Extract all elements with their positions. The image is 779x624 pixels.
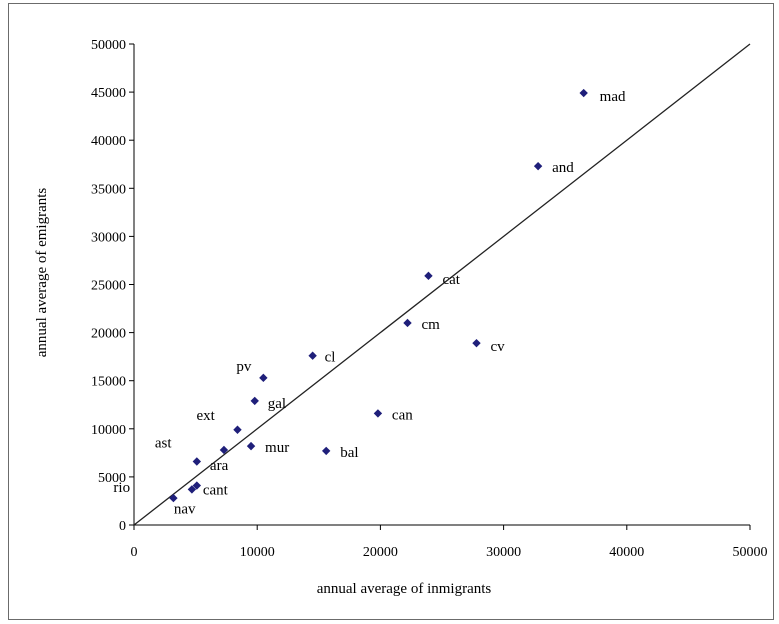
data-point-mur (246, 441, 256, 451)
data-label-cm: cm (422, 317, 441, 333)
plot-area: 0 10000 20000 30000 40000 50000 0 5000 10000 150… (91, 38, 768, 560)
y-axis-ticks: 0 5000 10000 15000 20000 25000 30000 35000 40000… (91, 38, 134, 534)
data-point-ext (233, 425, 242, 434)
data-point-gal (250, 396, 259, 406)
data-label-rio: rio (113, 480, 130, 496)
x-tick-label: 40000 (609, 545, 644, 560)
x-tick-label: 10000 (240, 545, 275, 560)
data-label-cl: cl (325, 350, 336, 366)
y-tick-label: 15000 (91, 375, 126, 390)
x-tick-label: 20000 (363, 545, 398, 560)
data-label-gal: gal (268, 396, 286, 412)
y-tick-label: 50000 (91, 38, 126, 53)
x-axis-ticks: 0 10000 20000 30000 40000 50000 (131, 525, 768, 560)
data-points (169, 88, 588, 503)
x-axis-title: annual average of inmigrants (317, 581, 492, 597)
y-axis-title: annual average of emigrants (34, 188, 50, 358)
y-tick-label: 0 (119, 519, 126, 534)
data-label-nav: nav (174, 501, 196, 517)
x-tick-label: 50000 (733, 545, 768, 560)
data-point-cl (308, 351, 317, 360)
x-tick-label: 30000 (486, 545, 521, 560)
data-point-cm (403, 318, 412, 328)
y-tick-label: 5000 (98, 471, 126, 486)
data-point-ara (219, 445, 229, 455)
data-label-mad: mad (600, 89, 626, 105)
data-label-ext: ext (196, 408, 215, 424)
data-point-bal (321, 446, 331, 456)
y-tick-label: 25000 (91, 279, 126, 294)
data-point-rio (169, 493, 178, 503)
data-label-mur: mur (265, 440, 289, 456)
x-tick-label: 0 (131, 545, 138, 560)
data-label-cv: cv (490, 339, 505, 355)
y-tick-label: 45000 (91, 86, 126, 101)
data-point-cv (472, 338, 481, 348)
data-point-pv (259, 373, 268, 383)
data-point-nav (187, 485, 197, 494)
data-label-pv: pv (236, 359, 252, 375)
data-point-cat (424, 271, 433, 281)
reference-line (133, 43, 751, 526)
data-label-can: can (392, 407, 413, 423)
y-tick-label: 30000 (91, 230, 126, 245)
data-label-bal: bal (340, 445, 358, 461)
data-point-ast (192, 457, 202, 466)
data-point-labels: mad and cat cm cv cl pv gal can ext mur bal ast ara ca… (113, 89, 626, 517)
data-point-cant (192, 481, 202, 490)
chart-frame (8, 3, 774, 620)
data-label-cat: cat (442, 272, 460, 288)
data-point-can (373, 409, 383, 418)
data-point-mad (579, 88, 588, 98)
y-tick-label: 40000 (91, 134, 126, 149)
y-tick-label: 10000 (91, 423, 126, 438)
data-point-and (533, 161, 543, 171)
data-label-and: and (552, 160, 574, 176)
y-tick-label: 20000 (91, 327, 126, 342)
data-label-ast: ast (155, 436, 172, 452)
data-label-cant: cant (203, 483, 229, 499)
data-label-ara: ara (210, 458, 229, 474)
y-tick-label: 35000 (91, 182, 126, 197)
